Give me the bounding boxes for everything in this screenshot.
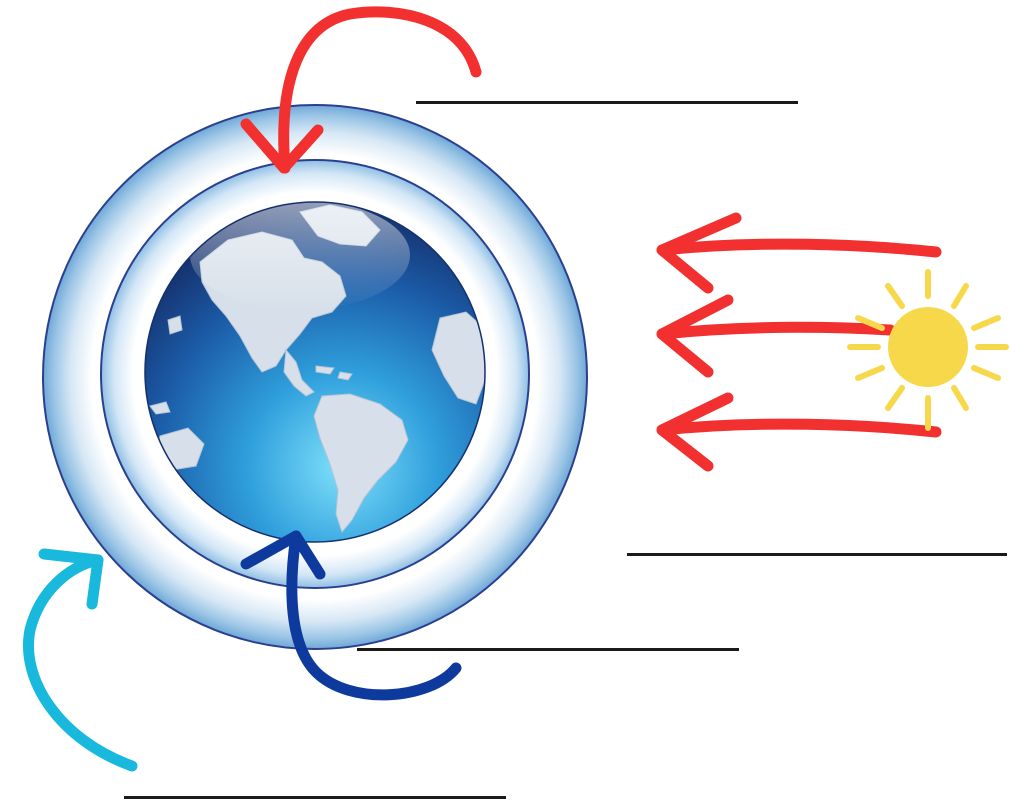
incoming-sunlight-arrows xyxy=(656,212,942,472)
sunlight-arrow-3 xyxy=(656,392,942,472)
sunlight-arrow-2 xyxy=(656,294,896,378)
escaping-radiation-arrow xyxy=(23,548,138,772)
blank-line-bottom[interactable] xyxy=(124,796,506,799)
blank-line-middle[interactable] xyxy=(357,648,739,651)
sunlight-arrow-1 xyxy=(656,212,942,294)
blank-line-top[interactable] xyxy=(416,101,798,104)
surface-radiation-arrow xyxy=(240,530,462,701)
blank-line-right[interactable] xyxy=(627,553,1007,556)
sun-icon xyxy=(847,269,1009,431)
reflected-radiation-arrow xyxy=(240,6,482,174)
earth-globe-icon xyxy=(144,201,486,543)
